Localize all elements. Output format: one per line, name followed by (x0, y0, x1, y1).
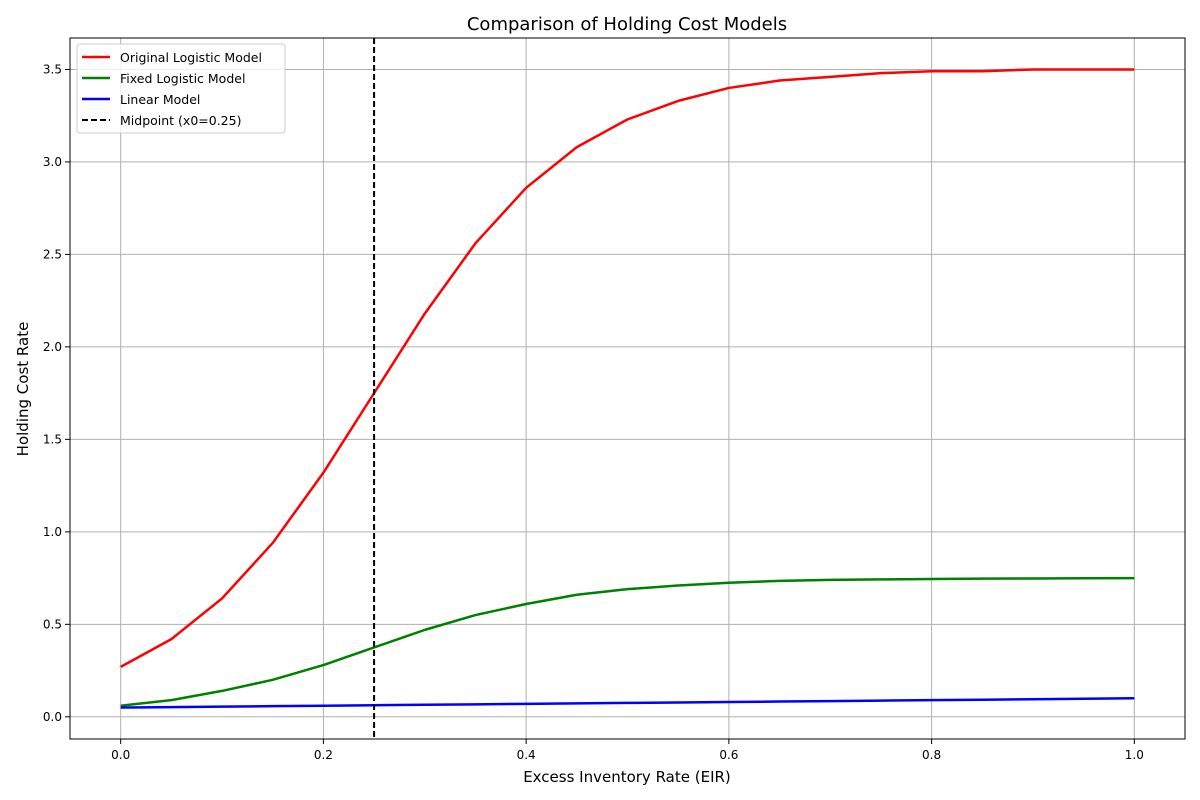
fixed-logistic-line (120, 576, 1135, 707)
chart-title: Comparison of Holding Cost Models (467, 14, 787, 35)
original-logistic-line (120, 68, 1135, 668)
ticks: 0.0 0.2 0.4 0.6 0.8 1.0 0.0 0.5 1.0 1.5 2.0 2.5 3.0 3… (43, 62, 1144, 762)
y-tick-label: 0.5 (43, 617, 62, 631)
y-tick-label: 1.5 (43, 432, 62, 446)
series-layer (120, 38, 1135, 739)
x-tick-label: 0.8 (922, 748, 941, 762)
legend: Original Logistic Model Fixed Logistic M… (76, 43, 286, 134)
legend-label-fixed-logistic: Fixed Logistic Model (120, 71, 245, 86)
y-tick-label: 2.5 (43, 247, 62, 261)
x-tick-label: 1.0 (1125, 748, 1144, 762)
y-tick-label: 3.0 (43, 155, 62, 169)
legend-label-midpoint: Midpoint (x0=0.25) (120, 113, 241, 128)
y-tick-label: 2.0 (43, 340, 62, 354)
x-tick-label: 0.2 (314, 748, 333, 762)
plot-frame (69, 37, 1186, 740)
linear-line (120, 697, 1135, 709)
x-axis-title: Excess Inventory Rate (EIR) (523, 768, 731, 786)
x-tick-label: 0.6 (719, 748, 738, 762)
legend-label-linear: Linear Model (120, 92, 200, 107)
legend-box (76, 43, 286, 134)
y-tick-label: 0.0 (43, 710, 62, 724)
x-tick-label: 0.0 (111, 748, 130, 762)
y-tick-label: 1.0 (43, 525, 62, 539)
grid (70, 38, 1185, 739)
x-tick-label: 0.4 (517, 748, 536, 762)
y-axis-title: Holding Cost Rate (14, 322, 32, 457)
y-tick-label: 3.5 (43, 62, 62, 76)
legend-label-original-logistic: Original Logistic Model (120, 50, 262, 65)
